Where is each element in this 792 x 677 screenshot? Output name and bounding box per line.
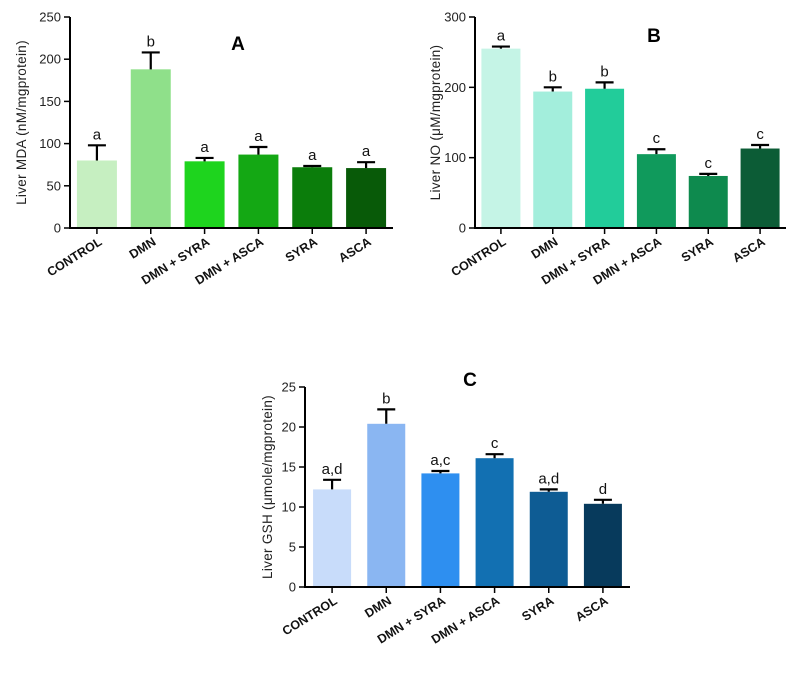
error-bar-1 [323, 478, 342, 490]
error-bar-2 [543, 86, 562, 92]
bar-6 [740, 148, 780, 228]
y-tick-label-2: 10 [282, 500, 296, 515]
y-tick-label-3: 15 [282, 460, 296, 475]
bar-4 [475, 458, 514, 587]
error-bar-5 [539, 488, 558, 492]
panel-label: C [463, 370, 477, 391]
y-tick-label-4: 20 [282, 420, 296, 435]
y-tick-label-1: 100 [444, 150, 466, 165]
significance-label-6: d [599, 481, 607, 498]
x-tick-label-6: ASCA [336, 235, 373, 266]
axes [304, 387, 630, 588]
error-bar-5 [303, 164, 322, 168]
significance-label-2: b [382, 390, 390, 407]
x-tick-label-2: DMN [529, 235, 561, 262]
significance-label-6: c [756, 126, 764, 143]
significance-label-2: b [549, 68, 557, 85]
y-axis-label: Liver NO (μM/mgprotein) [428, 45, 443, 201]
significance-label-6: a [362, 143, 371, 160]
significance-label-1: a,d [322, 461, 343, 478]
error-bar-1 [87, 144, 106, 161]
y-tick-label-2: 200 [444, 80, 466, 95]
bar-1 [481, 48, 521, 229]
x-tick-label-1: CONTROL [449, 234, 509, 279]
y-tick-label-4: 200 [39, 52, 61, 67]
significance-label-4: c [491, 435, 499, 452]
panel-label: A [231, 34, 245, 55]
y-tick-label-3: 300 [444, 10, 466, 25]
x-tick-label-1: CONTROL [280, 593, 340, 638]
y-axis-label: Liver GSH (μmole/mgprotein) [260, 395, 275, 579]
significance-label-3: a,c [430, 452, 451, 469]
error-bar-5 [699, 172, 718, 176]
bar-2 [533, 91, 573, 228]
bar-3 [184, 161, 225, 228]
y-tick-label-5: 25 [282, 380, 296, 395]
y-tick-label-1: 50 [47, 178, 61, 193]
significance-label-3: a [200, 139, 209, 156]
significance-label-4: c [653, 130, 661, 147]
y-tick-label-5: 250 [39, 10, 61, 25]
x-tick-label-2: DMN [127, 235, 159, 262]
error-bar-6 [357, 161, 376, 169]
bar-1 [313, 489, 352, 587]
significance-label-5: a,d [538, 470, 559, 487]
bar-2 [130, 69, 171, 228]
bar-6 [346, 168, 387, 228]
error-bar-2 [141, 51, 160, 70]
y-tick-label-0: 0 [54, 221, 61, 236]
y-tick-label-3: 150 [39, 94, 61, 109]
significance-label-1: a [93, 126, 102, 143]
y-axis-label: Liver MDA (nM/mgprotein) [14, 40, 29, 205]
significance-label-2: b [147, 33, 155, 50]
significance-label-4: a [254, 128, 263, 145]
x-tick-label-5: SYRA [679, 235, 716, 265]
error-bar-3 [595, 81, 614, 89]
y-tick-label-0: 0 [459, 221, 466, 236]
error-bar-4 [485, 453, 504, 459]
error-bar-4 [647, 148, 666, 155]
x-tick-label-2: DMN [362, 594, 394, 621]
bar-3 [585, 88, 625, 229]
x-tick-label-6: ASCA [573, 594, 610, 625]
bar-2 [367, 423, 406, 587]
x-tick-label-5: SYRA [519, 594, 556, 624]
bar-5 [292, 167, 333, 228]
error-bar-3 [195, 156, 214, 162]
axes [474, 17, 786, 229]
x-tick-label-1: CONTROL [45, 234, 105, 279]
bar-5 [529, 491, 568, 587]
significance-label-5: c [705, 155, 713, 172]
y-tick-label-1: 5 [289, 540, 296, 555]
bar-4 [636, 154, 676, 228]
error-bar-6 [593, 498, 612, 504]
significance-label-1: a [497, 28, 506, 45]
panel-label: B [647, 26, 661, 47]
bar-3 [421, 473, 460, 587]
bar-6 [583, 503, 622, 587]
x-tick-label-6: ASCA [730, 235, 767, 266]
bar-5 [688, 175, 728, 228]
error-bar-3 [431, 469, 450, 474]
significance-label-5: a [308, 147, 317, 164]
error-bar-2 [377, 408, 396, 424]
error-bar-6 [751, 143, 770, 149]
error-bar-4 [249, 145, 268, 155]
significance-label-3: b [600, 63, 608, 80]
error-bar-1 [491, 45, 510, 49]
bar-4 [238, 154, 279, 228]
y-tick-label-2: 100 [39, 136, 61, 151]
y-tick-label-0: 0 [289, 580, 296, 595]
x-tick-label-5: SYRA [283, 235, 320, 265]
bar-1 [76, 160, 117, 228]
